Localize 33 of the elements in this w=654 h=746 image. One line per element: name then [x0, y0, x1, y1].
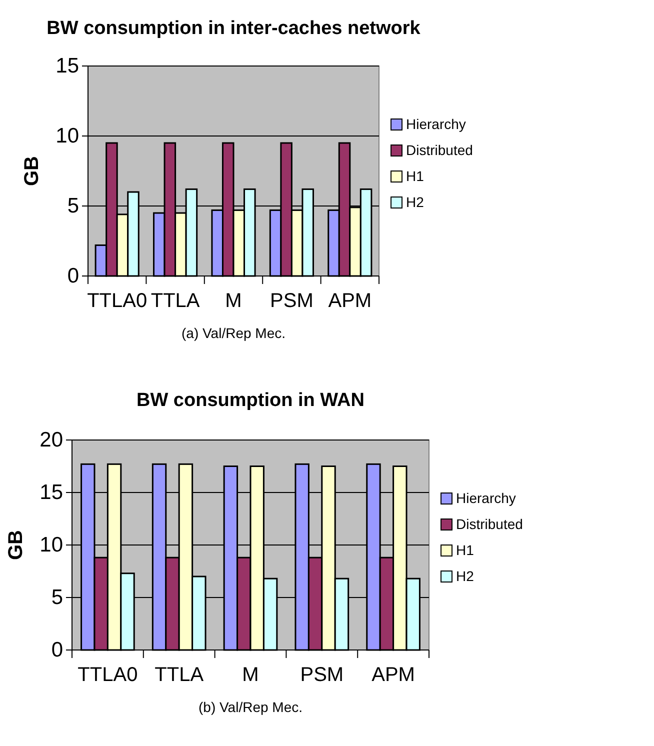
legend-label: Hierarchy	[406, 116, 466, 132]
legend-label: H2	[406, 194, 424, 210]
legend-label: Hierarchy	[456, 490, 516, 506]
x-tick-label: PSM	[270, 290, 314, 312]
x-tick-label: M	[225, 290, 242, 312]
x-axis-title: (b) Val/Rep Mec.	[198, 699, 302, 715]
x-tick-label: APM	[328, 290, 372, 312]
y-tick-label: 15	[56, 54, 79, 78]
y-axis-title: GB	[21, 156, 43, 186]
y-tick-label: 0	[51, 638, 63, 662]
legend-label: H1	[406, 168, 424, 184]
y-tick-label: 20	[40, 428, 63, 452]
x-tick-label: TTLA0	[87, 290, 148, 312]
x-axis-title: (a) Val/Rep Mec.	[182, 325, 286, 341]
y-tick-label: 15	[40, 481, 63, 504]
y-tick-label: 10	[56, 124, 79, 148]
x-tick-label: APM	[372, 664, 415, 686]
legend-label: H2	[456, 568, 474, 584]
legend-label: Distributed	[456, 516, 523, 532]
x-tick-label: M	[242, 664, 259, 686]
x-tick-label: PSM	[300, 664, 344, 686]
x-tick-label: TTLA	[154, 664, 204, 686]
y-tick-label: 5	[67, 194, 79, 218]
y-tick-label: 0	[67, 264, 79, 288]
x-tick-label: TTLA	[150, 290, 200, 312]
chart-title: BW consumption in inter-caches network	[46, 18, 421, 39]
legend-label: H1	[456, 542, 474, 558]
chart-title: BW consumption in WAN	[136, 390, 364, 411]
x-tick-label: TTLA0	[78, 664, 138, 686]
y-tick-label: 10	[40, 534, 63, 557]
y-tick-label: 5	[51, 586, 63, 610]
legend-label: Distributed	[406, 142, 473, 158]
y-axis-title: GB	[5, 530, 27, 560]
